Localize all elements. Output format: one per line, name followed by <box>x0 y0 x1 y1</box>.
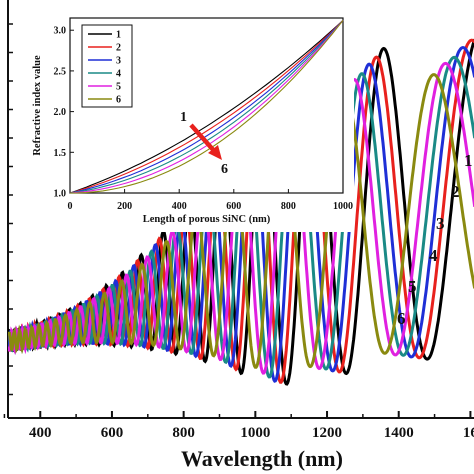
inset-legend-box <box>81 24 133 108</box>
arrow-label-end: 6 <box>221 162 228 177</box>
curve-label-2: 2 <box>451 182 460 201</box>
x-tick-label: 1400 <box>384 425 414 441</box>
inset-x-tick-label: 400 <box>172 201 187 212</box>
curve-label-4: 4 <box>429 246 438 265</box>
curve-label-6: 6 <box>397 309 406 328</box>
x-tick-label: 1200 <box>312 425 342 441</box>
inset-legend: 1 2 3 4 5 6 <box>81 24 133 108</box>
inset-x-tick-label: 200 <box>117 201 132 212</box>
inset-x-tick-label: 0 <box>68 201 73 212</box>
inset-x-axis-title: Length of porous SiNC (nm) <box>143 214 271 225</box>
inset-series-line-1 <box>69 19 344 194</box>
legend-label-5: 5 <box>116 82 121 93</box>
curve-label-3: 3 <box>436 214 445 233</box>
inset-series-line-3 <box>69 20 344 194</box>
legend-label-2: 2 <box>116 43 121 54</box>
legend-label-6: 6 <box>116 95 121 106</box>
legend-label-4: 4 <box>116 69 121 80</box>
x-tick-label: 1000 <box>240 425 270 441</box>
arrow-shaft <box>189 123 218 155</box>
inset-series-line-2 <box>69 20 344 194</box>
inset-x-tick-label: 600 <box>226 201 241 212</box>
inset-arrow: 16 <box>180 110 228 177</box>
inset-series-line-5 <box>69 20 344 194</box>
inset-y-tick-label: 1.0 <box>54 189 67 200</box>
inset-y-tick-label: 2.5 <box>54 66 67 77</box>
curve-label-5: 5 <box>408 277 417 296</box>
x-axis-title: Wavelength (nm) <box>181 446 343 471</box>
legend-label-3: 3 <box>116 56 121 67</box>
inset-frame <box>69 17 344 194</box>
x-tick-label: 400 <box>29 425 52 441</box>
x-tick-label: 600 <box>101 425 124 441</box>
inset-y-tick-label: 1.5 <box>54 148 67 159</box>
legend-label-1: 1 <box>116 30 121 41</box>
inset-y-tick-label: 2.0 <box>54 107 67 118</box>
x-tick-label: 16 <box>463 425 474 441</box>
inset-x-tick-label: 1000 <box>333 201 353 212</box>
inset-plot: 0 200 400 600 800 1000 1.0 1.5 2.0 2.5 3.0 Length o… <box>28 10 354 232</box>
inset-series-line-6 <box>70 20 344 194</box>
inset-y-axis-title: Refractive index value <box>32 55 43 156</box>
inset-x-tick-label: 800 <box>281 201 296 212</box>
inset-background <box>28 10 354 232</box>
x-tick-label: 800 <box>172 425 195 441</box>
curve-label-1: 1 <box>464 151 473 170</box>
arrow-head <box>208 145 222 160</box>
arrow-label-start: 1 <box>180 110 187 125</box>
inset-y-tick-label: 3.0 <box>54 26 67 37</box>
